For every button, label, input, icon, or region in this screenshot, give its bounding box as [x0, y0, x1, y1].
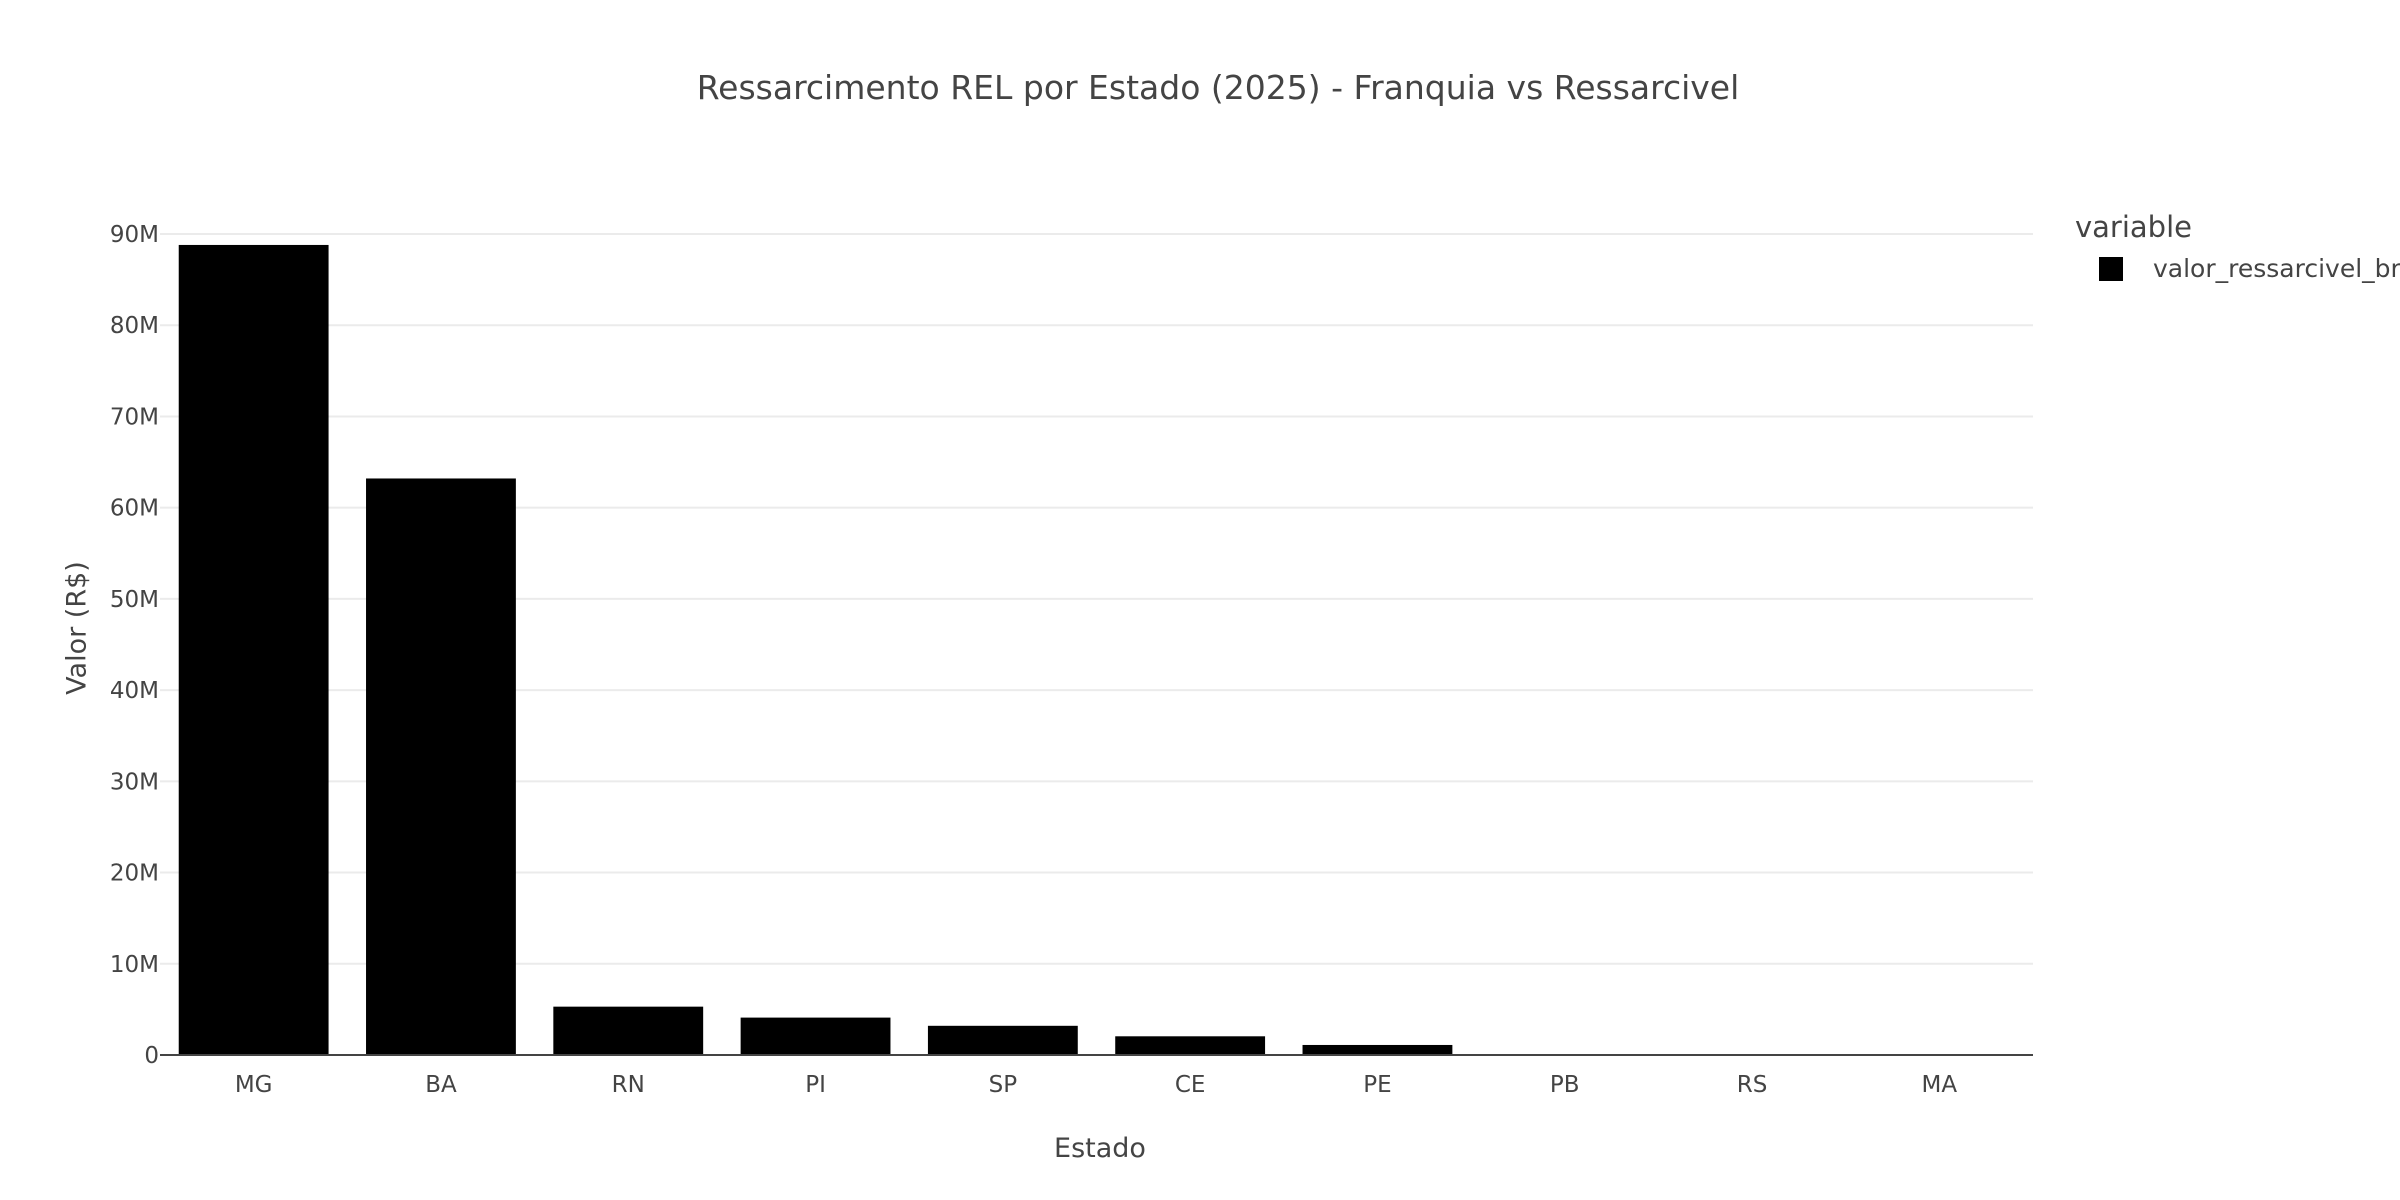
- bar-ce: [1115, 1036, 1266, 1055]
- y-tick-label: 60M: [110, 496, 159, 522]
- y-tick-label: 90M: [110, 222, 159, 248]
- y-tick-label: 80M: [110, 313, 159, 339]
- bar-ba: [366, 478, 516, 1055]
- y-tick-label: 30M: [110, 769, 159, 795]
- x-tick-label: MA: [1922, 1072, 1958, 1098]
- bar-pi: [740, 1017, 891, 1055]
- legend-label: valor_ressarcivel_brl: [2153, 254, 2400, 283]
- legend-title: variable: [2075, 210, 2192, 244]
- y-tick-label: 0: [144, 1043, 159, 1069]
- y-tick-label: 70M: [110, 404, 159, 430]
- bar-rn: [553, 1006, 704, 1055]
- x-tick-label: PE: [1363, 1072, 1391, 1098]
- bar-pe: [1302, 1044, 1453, 1055]
- bar-mg: [178, 244, 329, 1056]
- x-tick-label: RN: [612, 1072, 645, 1098]
- y-tick-label: 40M: [110, 678, 159, 704]
- x-axis-label: Estado: [1054, 1133, 1146, 1164]
- legend-item[interactable]: valor_ressarcivel_brl: [2099, 254, 2400, 283]
- y-tick-label: 50M: [110, 587, 159, 613]
- legend-swatch: [2099, 256, 2123, 281]
- chart-title: Ressarcimento REL por Estado (2025) - Fr…: [696, 68, 1740, 107]
- x-tick-label: SP: [989, 1072, 1018, 1098]
- legend: variable valor_ressarcivel_brl: [2075, 210, 2400, 283]
- bar-sp: [927, 1025, 1078, 1055]
- x-tick-label: RS: [1737, 1072, 1768, 1098]
- y-tick-label: 20M: [110, 861, 159, 887]
- y-tick-label: 10M: [110, 952, 159, 978]
- x-tick-label: PB: [1550, 1072, 1580, 1098]
- x-tick-label: PI: [805, 1072, 826, 1098]
- x-tick-label: MG: [235, 1072, 273, 1098]
- x-tick-label: CE: [1175, 1072, 1206, 1098]
- x-tick-label: BA: [425, 1072, 457, 1098]
